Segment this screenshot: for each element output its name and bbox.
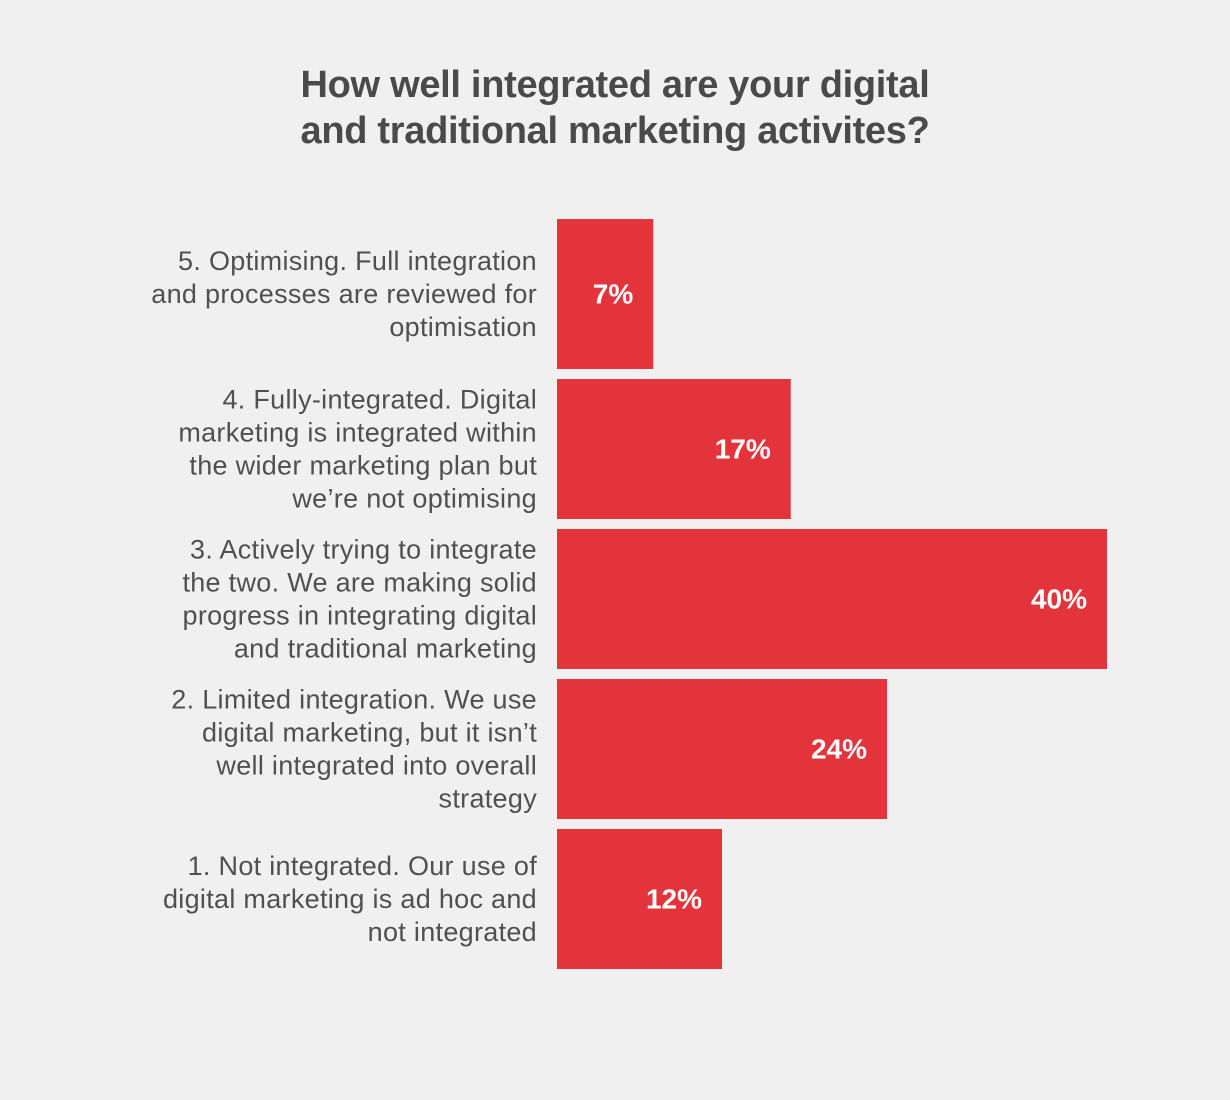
category-label-line: optimisation bbox=[389, 312, 537, 342]
chart-title-line-2: and traditional marketing activites? bbox=[300, 110, 930, 152]
category-label-line: 1. Not integrated. Our use of bbox=[188, 851, 538, 881]
category-label-line: strategy bbox=[439, 784, 538, 814]
category-label-line: progress in integrating digital bbox=[183, 601, 538, 631]
chart-title-line-1: How well integrated are your digital bbox=[300, 64, 930, 106]
category-label-line: digital marketing is ad hoc and bbox=[163, 884, 537, 914]
bar-3 bbox=[557, 529, 1107, 669]
category-label-line: marketing is integrated within bbox=[178, 418, 537, 448]
bar-5 bbox=[557, 829, 722, 969]
category-label-line: and traditional marketing bbox=[234, 634, 537, 664]
category-label-line: not integrated bbox=[368, 917, 537, 947]
category-label-line: the wider marketing plan but bbox=[189, 451, 537, 481]
category-label-line: and processes are reviewed for bbox=[151, 279, 537, 309]
category-label-line: digital marketing, but it isn’t bbox=[202, 718, 537, 748]
chart-title: How well integrated are your digital and… bbox=[0, 62, 1230, 154]
category-label-line: 2. Limited integration. We use bbox=[171, 685, 537, 715]
bar-value-label: 40% bbox=[1031, 584, 1087, 615]
category-label-line: we’re not optimising bbox=[291, 484, 537, 514]
bar-2 bbox=[557, 379, 791, 519]
category-label-line: 5. Optimising. Full integration bbox=[178, 246, 537, 276]
category-label-line: well integrated into overall bbox=[215, 751, 537, 781]
category-label-line: 3. Actively trying to integrate bbox=[190, 535, 537, 565]
bar-value-label: 24% bbox=[811, 734, 867, 765]
bar-value-label: 12% bbox=[646, 884, 702, 915]
bar-value-label: 7% bbox=[593, 279, 634, 310]
bar-value-label: 17% bbox=[715, 434, 771, 465]
bar-1 bbox=[557, 219, 654, 369]
category-label-line: 4. Fully-integrated. Digital bbox=[222, 385, 537, 415]
bar-4 bbox=[557, 679, 887, 819]
category-label-line: the two. We are making solid bbox=[182, 568, 537, 598]
